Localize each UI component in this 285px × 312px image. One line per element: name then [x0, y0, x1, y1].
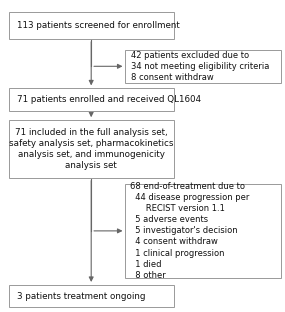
FancyBboxPatch shape: [9, 285, 174, 307]
FancyBboxPatch shape: [9, 88, 174, 111]
Text: 68 end-of-treatment due to
  44 disease progression per
      RECIST version 1.1: 68 end-of-treatment due to 44 disease pr…: [130, 182, 249, 280]
Text: 71 included in the full analysis set,
safety analysis set, pharmacokinetics
anal: 71 included in the full analysis set, sa…: [9, 128, 174, 170]
Text: 3 patients treatment ongoing: 3 patients treatment ongoing: [17, 292, 146, 300]
Text: 113 patients screened for enrollment: 113 patients screened for enrollment: [17, 21, 180, 30]
FancyBboxPatch shape: [9, 120, 174, 178]
Text: 42 patients excluded due to
34 not meeting eligibility criteria
8 consent withdr: 42 patients excluded due to 34 not meeti…: [131, 51, 270, 82]
FancyBboxPatch shape: [9, 12, 174, 39]
FancyBboxPatch shape: [125, 184, 281, 278]
FancyBboxPatch shape: [125, 50, 281, 83]
Text: 71 patients enrolled and received QL1604: 71 patients enrolled and received QL1604: [17, 95, 201, 104]
